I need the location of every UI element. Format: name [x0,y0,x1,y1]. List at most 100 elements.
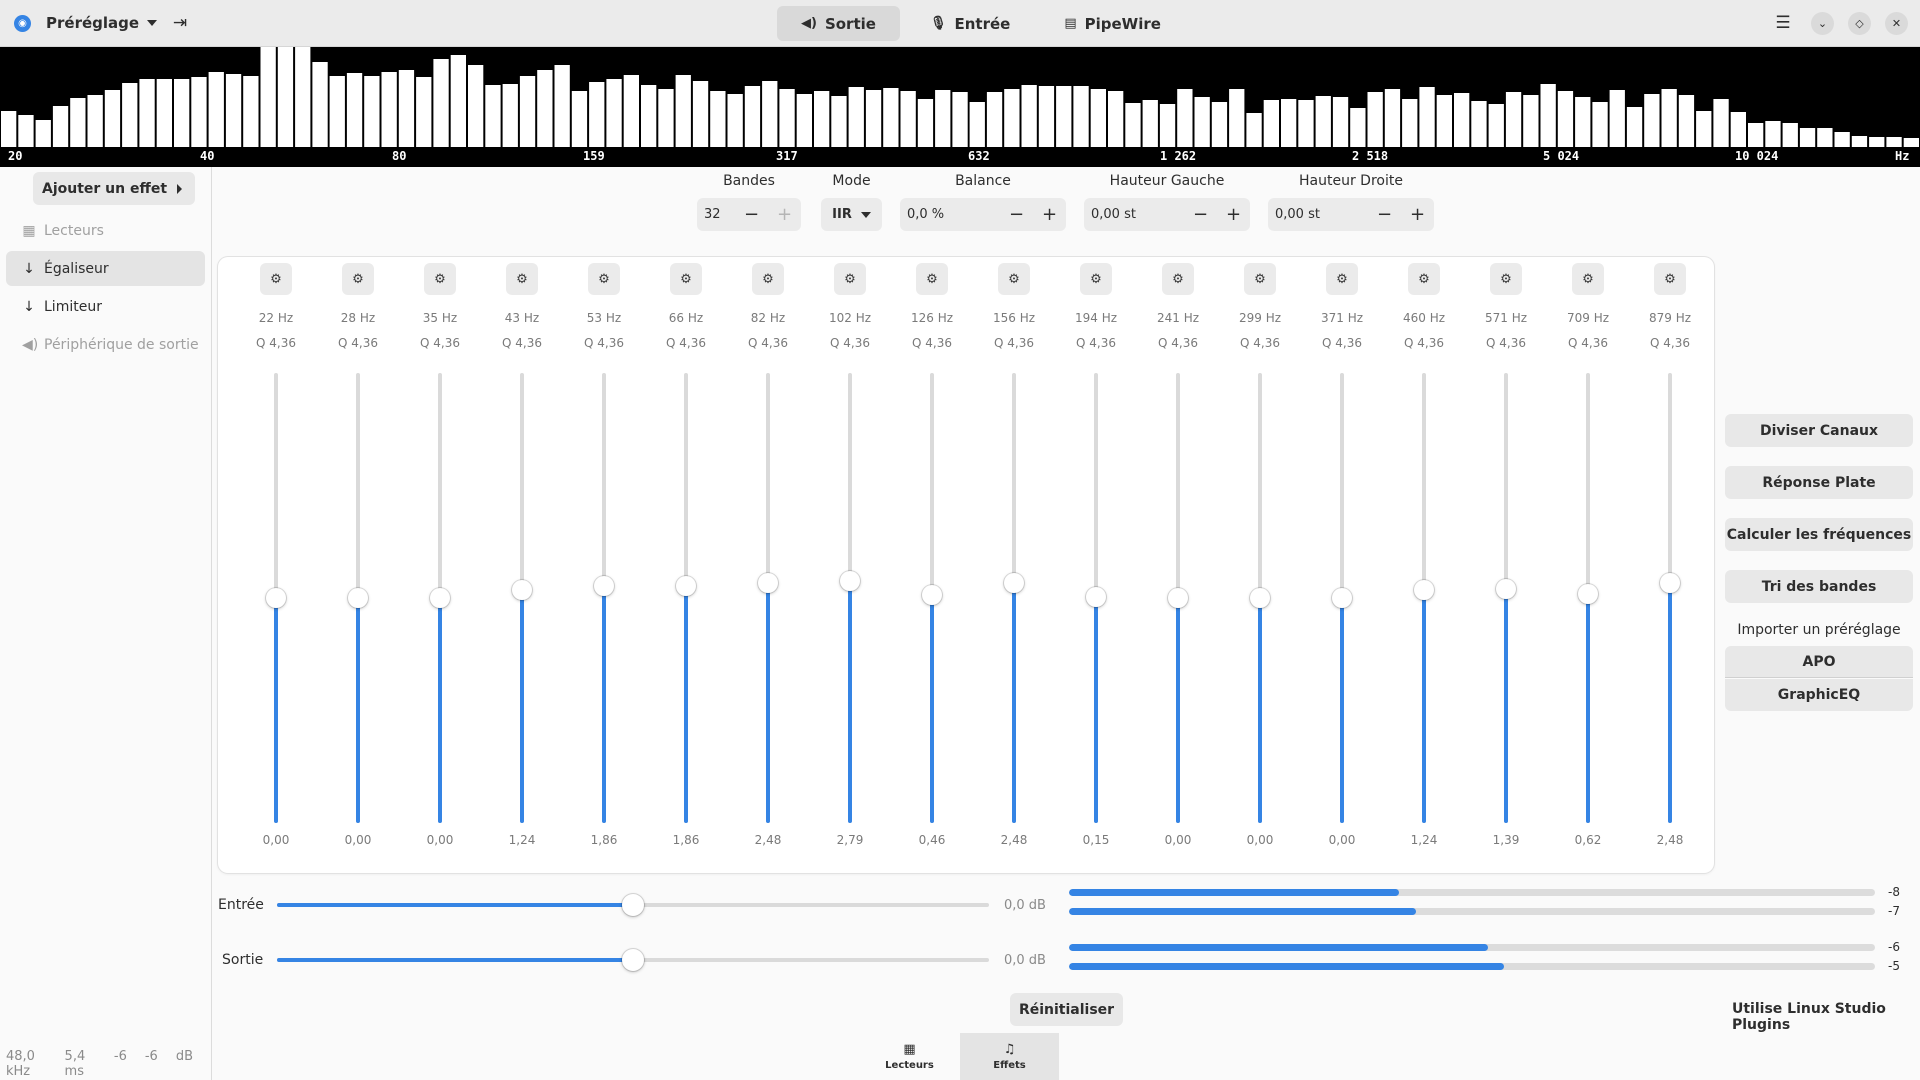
gear-icon: ⚙ [844,271,856,287]
band-settings-button[interactable]: ⚙ [506,263,538,295]
band-settings-button[interactable]: ⚙ [1162,263,1194,295]
band-gain-knob[interactable] [348,588,368,608]
sidebar-item-limiteur[interactable]: ↓ Limiteur [6,289,205,324]
main-menu-button[interactable]: ☰ [1770,10,1796,36]
input-level-meter-right [1069,908,1875,915]
eq-band: ⚙ 460 Hz Q 4,36 1,24 [1383,257,1465,873]
band-gain-fill [1504,589,1508,823]
import-apo-button[interactable]: APO [1725,646,1913,678]
import-graphiceq-button[interactable]: GraphicEQ [1725,679,1913,711]
spectrum-analyzer: 20 40 80 159 317 632 1 262 2 518 5 024 1… [0,47,1920,167]
pitch-left-increase-button[interactable]: + [1217,198,1250,231]
band-settings-button[interactable]: ⚙ [1080,263,1112,295]
pitch-right-decrease-button[interactable]: − [1368,198,1401,231]
bypass-button[interactable]: ⇥ [167,10,193,36]
band-gain-knob[interactable] [594,576,614,597]
band-quality: Q 4,36 [1568,336,1608,350]
band-settings-button[interactable]: ⚙ [670,263,702,295]
band-frequency: 53 Hz [586,311,622,325]
pitch-right-increase-button[interactable]: + [1401,198,1434,231]
band-settings-button[interactable]: ⚙ [342,263,374,295]
sidebar-item-lecteurs[interactable]: ▦ Lecteurs [6,213,205,248]
band-gain-fill [520,590,524,823]
band-settings-button[interactable]: ⚙ [424,263,456,295]
close-button[interactable]: ✕ [1885,12,1908,35]
maximize-button[interactable]: ◇ [1848,12,1871,35]
pitch-left-value[interactable]: 0,00 st [1091,207,1136,222]
spectrum-bar [537,70,553,147]
band-frequency: 28 Hz [340,311,376,325]
band-gain-knob[interactable] [758,572,778,593]
band-gain-knob[interactable] [1578,584,1598,605]
spectrum-bar [796,94,812,147]
band-quality: Q 4,36 [912,336,952,350]
preset-menu-button[interactable]: Préréglage [46,10,158,36]
band-gain-knob[interactable] [1250,588,1270,608]
flat-response-button[interactable]: Réponse Plate [1725,466,1913,499]
band-settings-button[interactable]: ⚙ [1408,263,1440,295]
band-settings-button[interactable]: ⚙ [588,263,620,295]
band-settings-button[interactable]: ⚙ [998,263,1030,295]
band-quality: Q 4,36 [338,336,378,350]
band-gain-knob[interactable] [266,588,286,608]
band-frequency: 241 Hz [1156,311,1200,325]
band-gain-knob[interactable] [1496,579,1516,600]
band-settings-button[interactable]: ⚙ [260,263,292,295]
band-gain-value: 0,00 [1328,833,1356,847]
sidebar-item-peripherique-sortie[interactable]: ◀) Périphérique de sortie [6,327,205,362]
output-gain-slider[interactable] [277,949,989,971]
band-settings-button[interactable]: ⚙ [916,263,948,295]
input-gain-knob[interactable] [622,894,644,916]
band-gain-knob[interactable] [922,585,942,606]
bottom-tab-effets[interactable]: ♫ Effets [960,1033,1059,1080]
calculate-frequencies-button[interactable]: Calculer les fréquences [1725,518,1913,551]
band-gain-knob[interactable] [1004,572,1024,593]
bottom-tab-lecteurs[interactable]: ▦ Lecteurs [860,1033,959,1080]
eq-band: ⚙ 35 Hz Q 4,36 0,00 [399,257,481,873]
band-settings-button[interactable]: ⚙ [1654,263,1686,295]
add-effect-button[interactable]: Ajouter un effet [33,172,196,205]
spectrum-bar [1004,89,1020,147]
band-gain-knob[interactable] [1660,572,1680,593]
minimize-button[interactable]: ⌄ [1811,12,1834,35]
sidebar-item-egaliseur[interactable]: ↓ Égaliseur [6,251,205,286]
balance-increase-button[interactable]: + [1033,198,1066,231]
band-gain-knob[interactable] [840,570,860,591]
band-gain-knob[interactable] [430,588,450,608]
bands-increase-button[interactable]: + [768,198,801,231]
tab-pipewire[interactable]: ▤ PipeWire [1040,6,1185,41]
spectrum-freq-label: 632 [968,149,990,163]
band-gain-knob[interactable] [1332,588,1352,608]
band-settings-button[interactable]: ⚙ [834,263,866,295]
band-settings-button[interactable]: ⚙ [1572,263,1604,295]
band-gain-knob[interactable] [512,580,532,601]
balance-value[interactable]: 0,0 % [907,207,945,222]
tab-entree[interactable]: 🎙 Entrée [906,6,1034,41]
band-frequency: 102 Hz [828,311,872,325]
reset-button[interactable]: Réinitialiser [1010,993,1123,1026]
band-settings-button[interactable]: ⚙ [752,263,784,295]
band-gain-knob[interactable] [1414,580,1434,601]
pitch-left-decrease-button[interactable]: − [1184,198,1217,231]
input-gain-slider[interactable] [277,894,989,916]
spectrum-freq-label: 80 [392,149,407,163]
band-frequency: 709 Hz [1566,311,1610,325]
split-channels-button[interactable]: Diviser Canaux [1725,414,1913,447]
bands-decrease-button[interactable]: − [735,198,768,231]
spectrum-bars [1,47,1919,147]
bands-value[interactable]: 32 [704,207,721,222]
band-settings-button[interactable]: ⚙ [1490,263,1522,295]
pitch-right-value[interactable]: 0,00 st [1275,207,1320,222]
tab-sortie[interactable]: ◀) Sortie [777,6,900,41]
gear-icon: ⚙ [434,271,446,287]
band-settings-button[interactable]: ⚙ [1244,263,1276,295]
mode-dropdown[interactable]: IIR [821,198,882,231]
output-gain-knob[interactable] [622,949,644,971]
balance-decrease-button[interactable]: − [1000,198,1033,231]
sort-bands-button[interactable]: Tri des bandes [1725,570,1913,603]
band-settings-button[interactable]: ⚙ [1326,263,1358,295]
spectrum-bar [1142,100,1158,147]
band-gain-knob[interactable] [676,576,696,597]
band-gain-knob[interactable] [1168,588,1188,608]
band-gain-knob[interactable] [1086,587,1106,608]
